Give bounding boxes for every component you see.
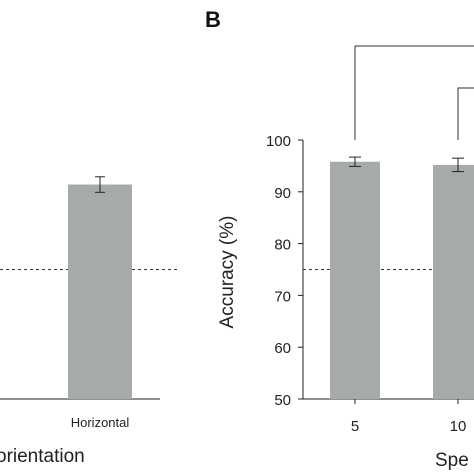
panel-b-bar	[330, 161, 380, 399]
panel-b-y-tick-label: 50	[274, 392, 291, 409]
panel-b: B 100 90 80 70 60 50 Spe Accuracy (%) 5 10	[205, 7, 474, 471]
panel-b-x-tick-label: 10	[450, 418, 467, 435]
panel-b-significance-bracket-outer	[354, 45, 474, 140]
panel-a: Horizontal orientation	[0, 176, 180, 467]
panel-b-significance-bracket-inner	[457, 87, 474, 140]
panel-b-x-axis-title: Spe	[435, 450, 469, 471]
panel-b-y-tick-label: 80	[274, 237, 291, 254]
panel-b-x-tick-label: 5	[351, 418, 359, 435]
panel-b-bar	[433, 164, 474, 399]
panel-a-bar	[68, 184, 132, 399]
panel-b-y-axis-title: Accuracy (%)	[217, 216, 238, 329]
panel-b-y-tick-label: 100	[266, 133, 291, 150]
panel-a-x-axis-title: orientation	[0, 446, 85, 467]
panel-b-y-tick-label: 60	[274, 340, 291, 357]
panel-b-letter: B	[205, 7, 221, 32]
panel-b-y-tick-label: 90	[274, 185, 291, 202]
panel-a-category-label: Horizontal	[71, 415, 130, 430]
panel-b-y-ticks: 100 90 80 70 60 50	[266, 133, 303, 409]
panel-b-y-tick-label: 70	[274, 288, 291, 305]
